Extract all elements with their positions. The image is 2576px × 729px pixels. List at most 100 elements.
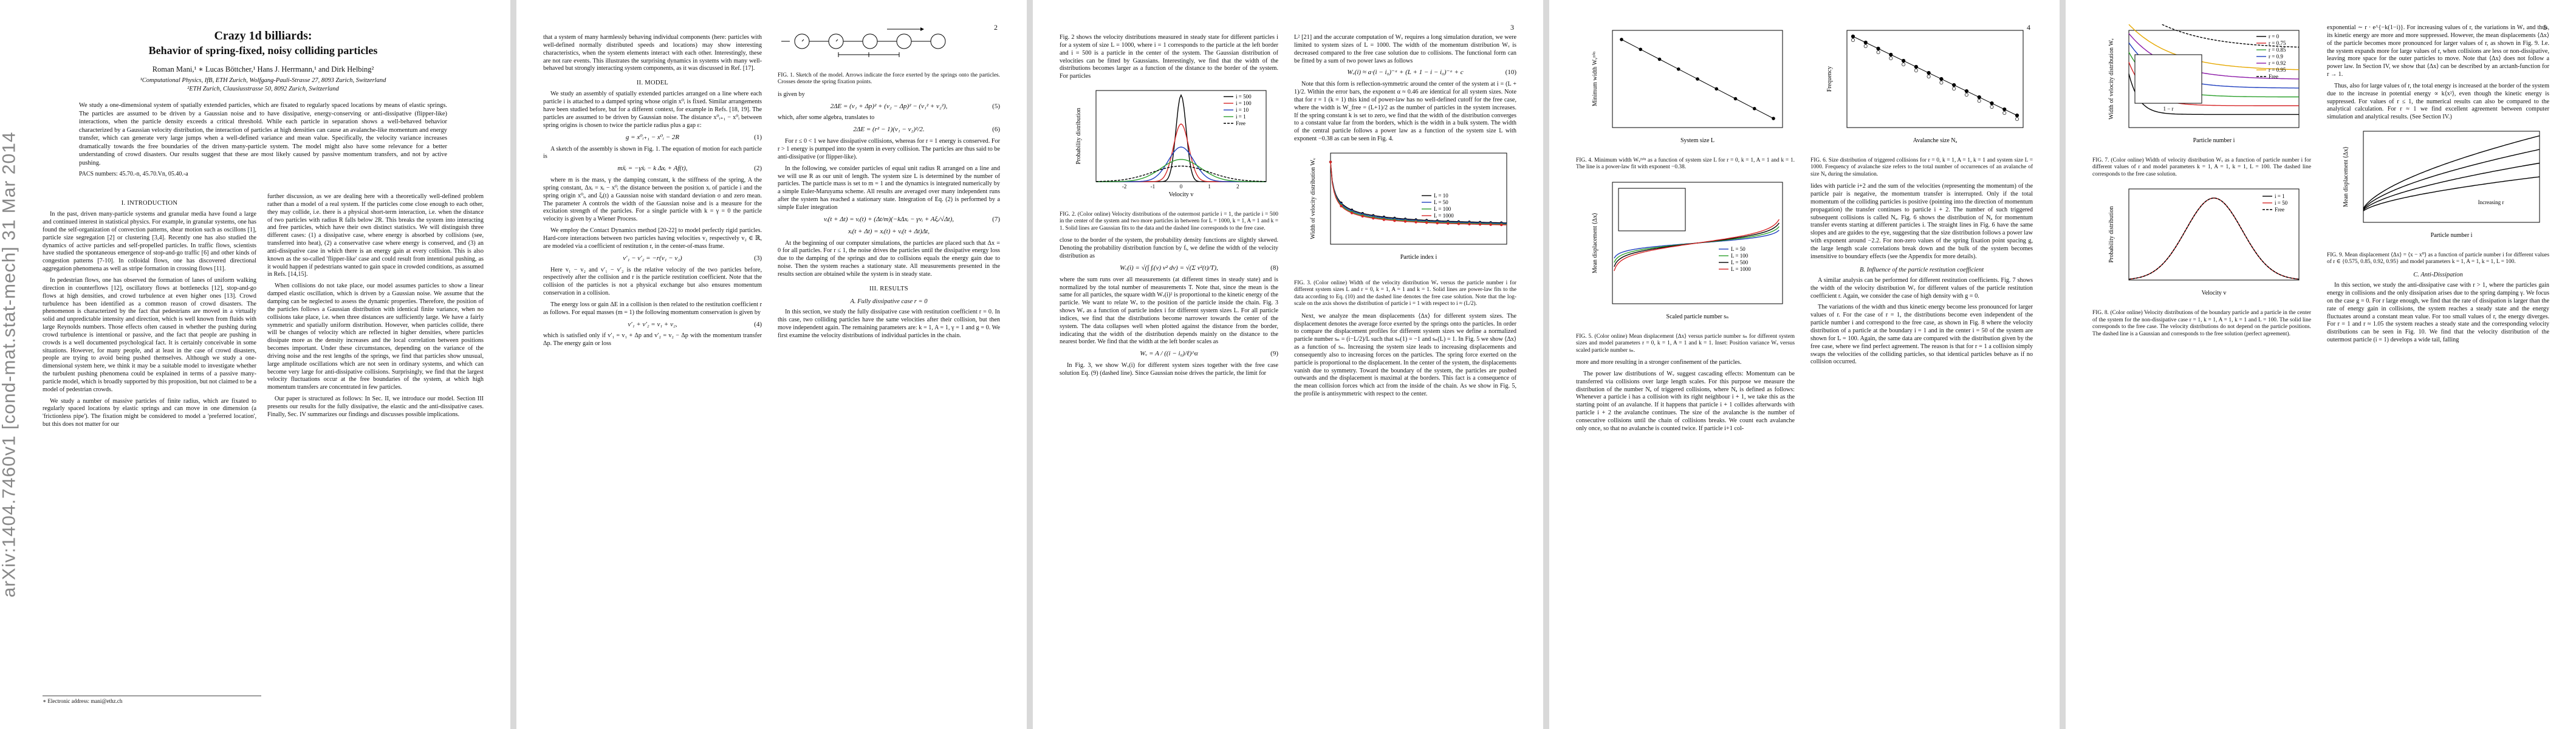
- data-point: [1436, 221, 1439, 225]
- paragraph: A similar analysis can be performed for …: [1810, 276, 2033, 299]
- data-point: [2015, 117, 2019, 122]
- data-point: [1901, 62, 1906, 67]
- equation-3: v′₁ − v′₂ = −r(v₁ − v₂) (3): [623, 254, 762, 262]
- paragraph: The variations of the width and thus kin…: [1810, 304, 2033, 366]
- data-point: [1457, 222, 1461, 225]
- series-line: [2128, 197, 2300, 280]
- data-point: [1952, 86, 1956, 91]
- section-heading: III. RESULTS: [869, 285, 908, 292]
- legend-entry: r = 0.85: [2269, 47, 2286, 53]
- legend-entry: r = 0.95: [2269, 67, 2286, 73]
- paper-subtitle: Behavior of spring-fixed, noisy collidin…: [148, 44, 378, 56]
- x-axis-label: Particle number i: [2193, 137, 2235, 144]
- paragraph: is given by: [778, 91, 805, 98]
- legend-entry: L = 1000: [1731, 266, 1751, 272]
- figure-9-caption: FIG. 9. Mean displacement ⟨Δx⟩ = ⟨x − x⁰…: [2327, 252, 2549, 265]
- plot-frame: [1846, 30, 2024, 128]
- data-point: [2002, 111, 2007, 115]
- legend-entry: i = 1: [1236, 114, 1246, 120]
- column-right: L² [21] and the accurate computation of …: [1294, 34, 1516, 402]
- data-point: [1927, 74, 1931, 79]
- page-5: 5 Particle number i Width of velocity dis…: [2066, 0, 2576, 729]
- paragraph: that a system of many harmlessly behavin…: [543, 34, 762, 72]
- paragraph: We study an assembly of spatially extend…: [543, 91, 762, 129]
- series-line: [1096, 159, 1266, 182]
- chart-annotation: Increasing r: [2478, 199, 2504, 205]
- equation-11: Wᵥ(i) ≈ a·(i − i₀)⁻ᵅ + (L + 1 − i − i₀)⁻…: [1347, 69, 1516, 77]
- legend-entry: Free: [2275, 207, 2284, 213]
- series-line: [1096, 146, 1266, 182]
- plot-frame: [1612, 182, 1783, 304]
- column-left: Particle number i Width of velocity distr…: [2092, 2, 2311, 343]
- inset-axis-label: 1 − r: [2163, 106, 2173, 112]
- column-left: that a system of many harmlessly behavin…: [543, 34, 762, 352]
- paragraph: close to the border of the system, the p…: [1060, 237, 1278, 259]
- page-number: 5: [2543, 23, 2547, 32]
- plot-frame: [1612, 30, 1783, 128]
- subsection-heading: C. Anti-Dissipation: [2413, 271, 2463, 278]
- x-axis-label: Scaled particle number sₙ: [1667, 313, 1729, 320]
- paragraph: Note that this form is reflection-symmet…: [1294, 81, 1516, 143]
- page-number: 2: [994, 23, 998, 32]
- figure-7-caption: FIG. 7. (Color online) Width of velocity…: [2092, 157, 2311, 177]
- series-line: [2128, 24, 2300, 70]
- paragraph: where m is the mass, γ the damping const…: [543, 177, 762, 223]
- data-point: [1382, 218, 1386, 221]
- paragraph: In pedestrian flows, one has observed th…: [43, 276, 256, 393]
- plot-frame: [2128, 188, 2300, 281]
- paragraph: which, after some algebra, translates to: [778, 114, 875, 122]
- paragraph: Fig. 2 shows the velocity distributions …: [1060, 34, 1278, 80]
- figure-5-chart: Scaled particle number sₙ Mean displaceme…: [1592, 182, 1783, 320]
- series-line: [1330, 162, 1507, 224]
- x-axis-label: Particle index i: [1400, 254, 1437, 261]
- data-point: [1447, 222, 1450, 225]
- data-point: [1914, 68, 1918, 73]
- data-point: [1350, 211, 1354, 214]
- data-point: [1414, 221, 1417, 224]
- legend-entry: i = 10: [1236, 107, 1249, 113]
- figure-4-caption: FIG. 4. Minimum width Wᵥᵐⁱⁿ as a functio…: [1576, 157, 1795, 171]
- data-point: [1851, 38, 1855, 43]
- legend-entry: r = 0: [2269, 33, 2280, 39]
- series-line: [2363, 176, 2540, 211]
- paragraph: In Fig. 3, we show Wᵥ(i) for different s…: [1060, 362, 1278, 377]
- column-left: System size L Minimum width Wᵥᵐⁱⁿ FIG. 4.…: [1576, 24, 1795, 437]
- inset-frame: [2134, 54, 2202, 104]
- series-line: [1614, 226, 1780, 263]
- paragraph: In this section, we study the fully diss…: [778, 309, 1000, 339]
- data-point: [1372, 217, 1375, 220]
- x-axis-label: Velocity v: [2202, 290, 2227, 296]
- paragraph: which is satisfied only if v′₁ = v₁ + Δp…: [543, 332, 762, 347]
- abstract: We study a one-dimensional system of spa…: [79, 102, 447, 166]
- paragraph: We employ the Contact Dynamics method [2…: [543, 227, 762, 250]
- paragraph: Our paper is structured as follows: In S…: [267, 395, 484, 418]
- x-tick-label: 0: [1180, 183, 1183, 190]
- series-line: [2128, 197, 2300, 280]
- data-point: [1361, 214, 1364, 218]
- guide-line: [1852, 36, 2018, 116]
- subsection-heading: B. Influence of the particle restitution…: [1859, 266, 1984, 273]
- paragraph: more and more resulting in a stronger co…: [1576, 359, 1742, 366]
- x-axis-label: Particle number i: [2431, 232, 2473, 239]
- affiliation-2: ²ETH Zurich, Clausiusstrasse 50, 8092 Zu…: [187, 85, 339, 92]
- paragraph: When collisions do not take place, our m…: [267, 282, 484, 391]
- paragraph: Next, we analyze the mean displacements …: [1294, 312, 1516, 398]
- page-number: 3: [1510, 23, 1514, 32]
- subsection-heading: A. Fully dissipative case r = 0: [850, 298, 928, 305]
- page-3: 3 Fig. 2 shows the velocity distribution…: [1033, 0, 1543, 729]
- column-right: exponential ∼ r · e^{−k(1−i)}. For incre…: [2327, 24, 2549, 348]
- data-point: [1876, 50, 1880, 55]
- series-line: [1330, 162, 1507, 225]
- data-point: [1478, 223, 1482, 226]
- equation-4: v′₁ + v′₂ = v₁ + v₂, (4): [628, 320, 762, 328]
- figure-8-caption: FIG. 8. (Color online) Velocity distribu…: [2092, 310, 2311, 337]
- page-1: arXiv:1404.7460v1 [cond-mat.stat-mech] 3…: [0, 0, 510, 729]
- footnote: ∗ Electronic address: mani@ethz.ch: [43, 696, 261, 705]
- data-point: [1393, 219, 1396, 222]
- legend-entry: r = 0.75: [2269, 40, 2286, 46]
- paragraph: further discussion, as we are dealing he…: [267, 193, 484, 278]
- figure-8-chart: Velocity v Probability distribution i = 1i…: [2108, 188, 2300, 296]
- y-axis-label: Probability distribution: [2108, 207, 2115, 263]
- series-line: [1330, 162, 1507, 224]
- figure-2-caption: FIG. 2. (Color online) Velocity distribu…: [1060, 211, 1278, 231]
